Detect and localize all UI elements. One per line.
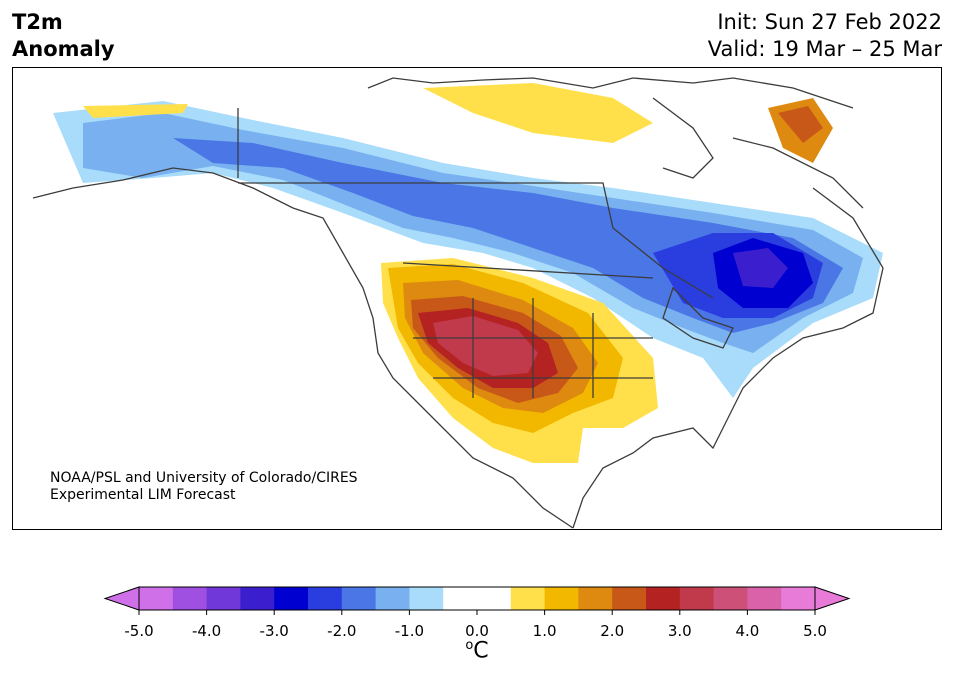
init-date: Init: Sun 27 Feb 2022: [717, 10, 942, 34]
colorbar-segment: [646, 587, 681, 610]
colorbar-segment: [713, 587, 748, 610]
colorbar-segment: [274, 587, 309, 610]
colorbar-segment: [240, 587, 275, 610]
credit-line-2: Experimental LIM Forecast: [50, 487, 236, 503]
colorbar-tick-label: -3.0: [259, 622, 289, 640]
colorbar-tick-label: 0.0: [465, 622, 489, 640]
colorbar-segment: [544, 587, 579, 610]
colorbar-tick-label: 1.0: [532, 622, 557, 640]
colorbar-tick-label: -4.0: [191, 622, 222, 640]
colorbar-tick-label: -1.0: [394, 622, 425, 640]
warm-region-us-peak: [433, 316, 538, 376]
colorbar-tick-label: 3.0: [667, 622, 692, 640]
cold-region-peak: [733, 248, 788, 288]
colorbar-segment: [308, 587, 343, 610]
colorbar-segment: [510, 587, 546, 610]
colorbar-unit: oC: [465, 638, 488, 663]
colorbar-tick-label: 4.0: [735, 622, 760, 640]
warm-region-north-strip: [83, 104, 188, 118]
colorbar-ticks: [138, 610, 816, 615]
unit-degree: o: [465, 638, 474, 653]
colorbar-segment: [578, 587, 613, 610]
colorbar-segments: [103, 586, 851, 611]
unit-celsius: C: [473, 638, 489, 664]
colorbar-segment: [206, 587, 241, 610]
map-canvas: [32, 77, 884, 529]
colorbar-segment: [341, 587, 377, 610]
title-anomaly: Anomaly: [12, 37, 115, 61]
warm-region-north-slight: [423, 83, 653, 143]
colorbar-segment: [781, 587, 816, 610]
map-title: T2m Anomaly: [12, 9, 115, 63]
title-variable: T2m: [12, 10, 63, 34]
forecast-dates: Init: Sun 27 Feb 2022 Valid: 19 Mar – 25…: [708, 9, 942, 63]
colorbar-segment: [679, 587, 715, 610]
colorbar-segment: [612, 587, 647, 610]
colorbar-segment: [477, 587, 512, 610]
colorbar-tick-label: 2.0: [600, 622, 625, 640]
colorbar-over-arrow: [814, 586, 851, 611]
colorbar-segment: [139, 587, 174, 610]
anomaly-map: NOAA/PSL and University of Colorado/CIRE…: [12, 67, 942, 530]
colorbar-tick-label: -5.0: [124, 622, 154, 640]
colorbar-segment: [747, 587, 782, 610]
colorbar-tick-label: -2.0: [327, 622, 357, 640]
warm-region-greenland-core: [778, 106, 823, 143]
colorbar-segment: [409, 587, 444, 610]
colorbar-segment: [172, 587, 208, 610]
colorbar-segment: [375, 587, 410, 610]
colorbar-segment: [443, 587, 478, 610]
colorbar-under-arrow: [103, 586, 140, 611]
colorbar-tick-label: 5.0: [803, 622, 827, 640]
credit-line-1: NOAA/PSL and University of Colorado/CIRE…: [50, 470, 358, 486]
coastlines: [32, 77, 884, 529]
valid-range: Valid: 19 Mar – 25 Mar: [707, 37, 942, 61]
credit-text: NOAA/PSL and University of Colorado/CIRE…: [50, 470, 358, 504]
